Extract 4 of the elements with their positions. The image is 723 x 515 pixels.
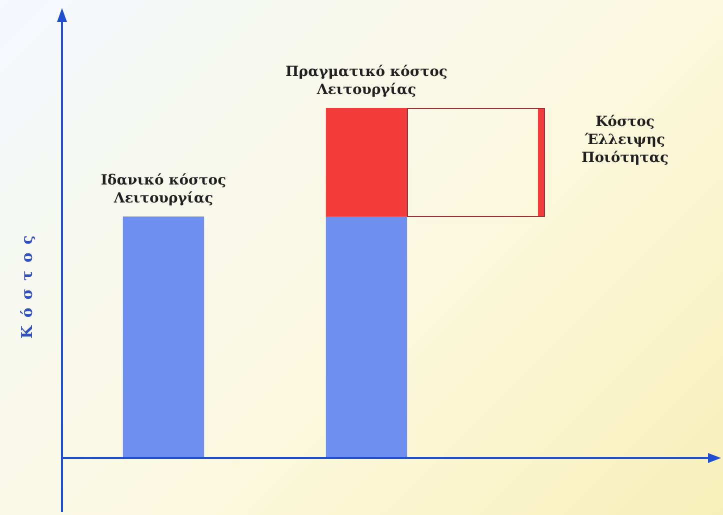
text: Κόστος Έλλειψης Ποιότητας	[582, 114, 668, 166]
annotation: Ιδανικό κόστος Λειτουργίας	[100, 172, 226, 206]
y-axis-title: Κόστος	[18, 227, 36, 339]
text: Πραγματικό κόστος Λειτουργίας	[286, 64, 448, 98]
